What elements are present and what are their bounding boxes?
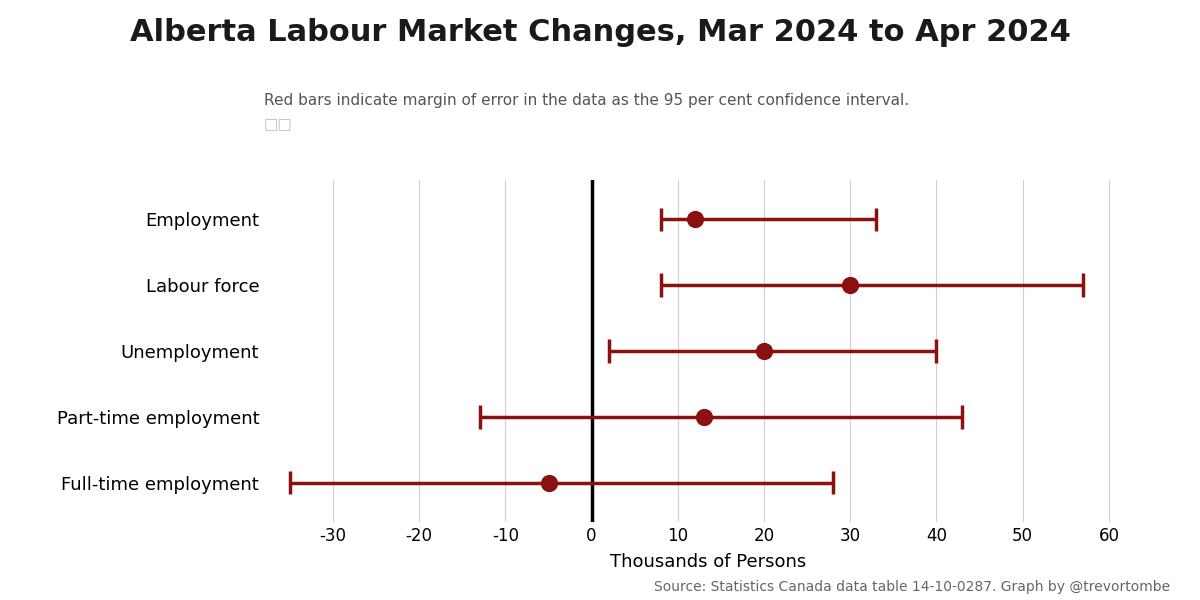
Point xyxy=(841,280,860,290)
Point xyxy=(755,346,774,356)
Text: Alberta Labour Market Changes, Mar 2024 to Apr 2024: Alberta Labour Market Changes, Mar 2024 … xyxy=(130,18,1070,47)
X-axis label: Thousands of Persons: Thousands of Persons xyxy=(610,553,806,571)
Point xyxy=(694,412,713,422)
Point xyxy=(539,478,558,487)
Text: Source: Statistics Canada data table 14-10-0287. Graph by @trevortombe: Source: Statistics Canada data table 14-… xyxy=(654,580,1170,594)
Text: Red bars indicate margin of error in the data as the 95 per cent confidence inte: Red bars indicate margin of error in the… xyxy=(264,93,910,108)
Text: □□: □□ xyxy=(264,117,293,132)
Point xyxy=(685,215,704,224)
